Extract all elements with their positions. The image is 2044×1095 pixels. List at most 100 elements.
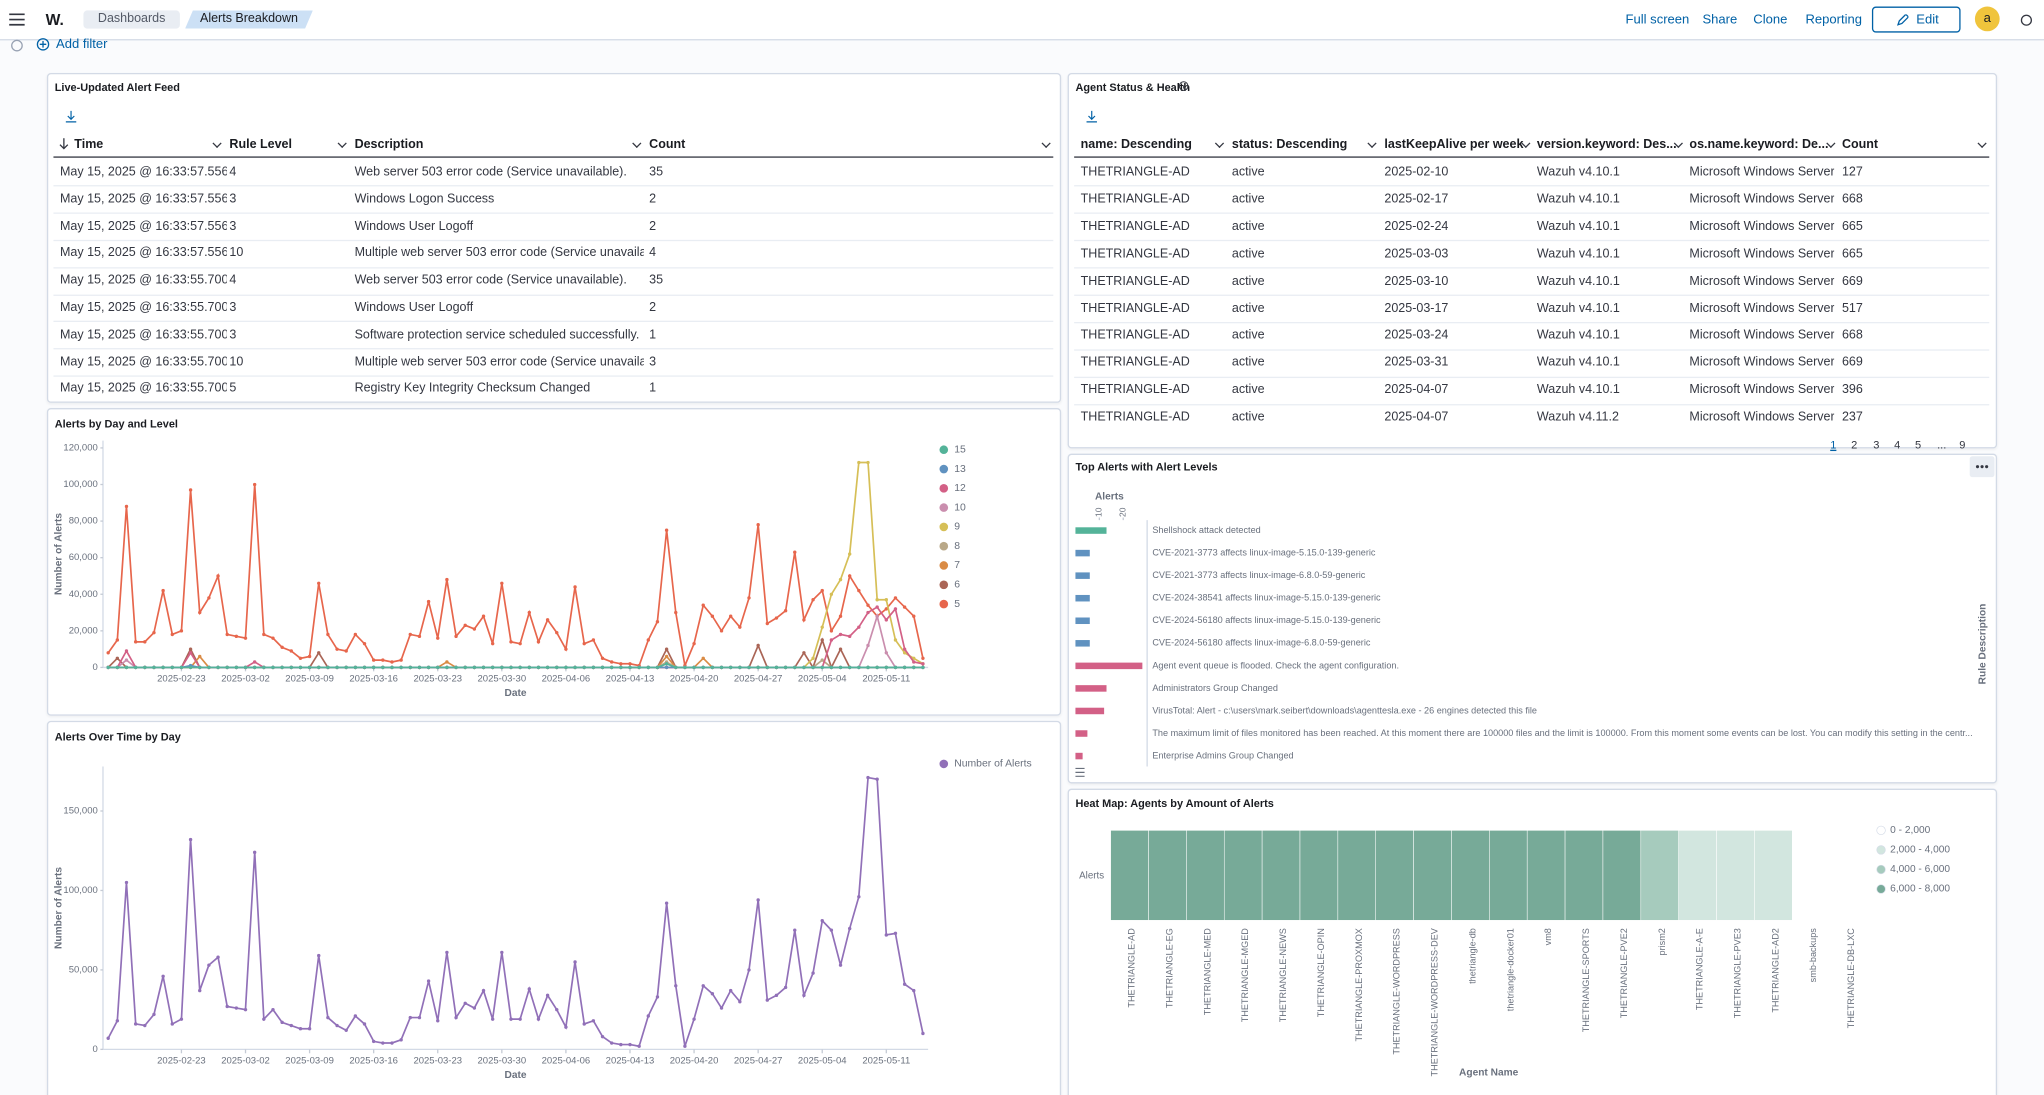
x-tick-label: 2025-04-13 xyxy=(606,1056,655,1067)
reporting-link[interactable]: Reporting xyxy=(1805,13,1862,28)
data-point xyxy=(829,592,834,596)
page-link[interactable]: 1 xyxy=(1830,437,1837,452)
logo[interactable]: W. xyxy=(45,10,64,29)
data-point xyxy=(234,1006,239,1010)
data-point xyxy=(921,662,925,666)
page-link[interactable]: 4 xyxy=(1894,437,1901,452)
table-cell: THETRIANGLE-AD xyxy=(1080,246,1190,261)
download-icon[interactable] xyxy=(65,110,77,123)
column-header[interactable]: version.keyword: Des... xyxy=(1536,137,1677,152)
row-rule xyxy=(53,239,1054,242)
data-point xyxy=(628,662,632,666)
download-icon[interactable] xyxy=(1086,110,1098,123)
panel-options-button[interactable] xyxy=(1969,456,1995,478)
info-icon[interactable] xyxy=(1178,81,1189,91)
data-point xyxy=(317,953,321,958)
panel-title: Alerts by Day and Level xyxy=(54,417,178,431)
plus-icon[interactable] xyxy=(36,38,50,51)
legend-toggle-icon[interactable] xyxy=(1074,766,1086,778)
data-point xyxy=(490,665,495,670)
data-point xyxy=(756,523,760,527)
breadcrumb[interactable]: Dashboards xyxy=(83,10,180,29)
table-cell: May 15, 2025 @ 16:33:57.556 xyxy=(59,219,227,234)
data-point xyxy=(106,1036,110,1040)
data-point xyxy=(252,660,257,664)
data-point xyxy=(838,647,843,651)
breadcrumb-current[interactable]: Alerts Breakdown xyxy=(185,10,313,28)
data-point xyxy=(280,665,284,670)
data-point xyxy=(902,665,907,670)
panel-title: Live-Updated Alert Feed xyxy=(54,80,180,94)
x-category-label: vm8 xyxy=(1543,928,1553,945)
data-point xyxy=(902,647,907,651)
column-header[interactable]: Count xyxy=(649,137,686,152)
column-header[interactable]: os.name.keyword: De... xyxy=(1689,137,1829,152)
data-point xyxy=(280,645,284,650)
column-header[interactable]: Description xyxy=(354,137,424,152)
column-header[interactable]: name: Descending xyxy=(1080,137,1192,152)
category-label: CVE-2024-56180 affects linux-image-6.8.0… xyxy=(1152,638,1371,648)
data-point xyxy=(728,988,733,993)
category-label: Shellshock attack detected xyxy=(1152,525,1260,535)
data-point xyxy=(436,1019,440,1023)
add-filter[interactable]: Add filter xyxy=(56,37,108,53)
table-cell: Software protection service scheduled su… xyxy=(354,327,640,342)
data-point xyxy=(664,665,669,670)
data-point xyxy=(243,636,248,640)
filter-icon[interactable] xyxy=(10,39,23,52)
category-label: CVE-2021-3773 affects linux-image-5.15.0… xyxy=(1152,548,1376,558)
sort-arrow[interactable] xyxy=(59,138,69,150)
data-point xyxy=(143,1023,147,1028)
legend-marker xyxy=(1876,884,1886,894)
table-cell: 4 xyxy=(649,246,657,261)
clone-link[interactable]: Clone xyxy=(1753,13,1788,28)
table-cell: 668 xyxy=(1841,328,1863,343)
column-header[interactable]: lastKeepAlive per week xyxy=(1384,137,1524,152)
table-cell: 3 xyxy=(229,192,237,207)
full-screen-link[interactable]: Full screen xyxy=(1625,13,1690,28)
category-label: Enterprise Admins Group Changed xyxy=(1152,750,1293,760)
data-point xyxy=(518,1017,522,1021)
data-point xyxy=(600,665,605,670)
x-tick-label: 2025-03-02 xyxy=(221,674,270,685)
help-icon[interactable] xyxy=(2020,14,2033,26)
data-point xyxy=(783,609,788,613)
column-header[interactable]: Rule Level xyxy=(229,137,292,152)
x-tick-label: 2025-03-23 xyxy=(413,674,462,685)
share-link[interactable]: Share xyxy=(1702,13,1738,28)
data-point xyxy=(893,638,898,642)
page-link[interactable]: 3 xyxy=(1873,437,1880,452)
data-point xyxy=(884,933,889,937)
data-point xyxy=(198,654,202,659)
column-header[interactable]: status: Descending xyxy=(1231,137,1348,152)
data-point xyxy=(829,928,834,932)
table-cell: Microsoft Windows Server xyxy=(1689,382,1835,398)
column-header[interactable]: Count xyxy=(1841,137,1879,152)
legend-marker xyxy=(1876,845,1886,855)
data-point xyxy=(738,665,742,670)
page-link[interactable]: 9 xyxy=(1959,437,1966,452)
data-point xyxy=(124,649,129,653)
data-point xyxy=(609,1041,614,1045)
data-point xyxy=(445,950,449,955)
menu-icon[interactable] xyxy=(9,12,25,28)
data-point xyxy=(371,665,376,670)
data-point xyxy=(811,665,815,670)
data-point xyxy=(692,641,696,646)
header-rule xyxy=(1074,156,1990,158)
table-cell: May 15, 2025 @ 16:33:55.700 xyxy=(59,327,227,342)
table-cell: 665 xyxy=(1841,246,1863,261)
data-point xyxy=(188,665,193,670)
edit-button[interactable]: Edit xyxy=(1871,6,1961,33)
edit-label[interactable]: Edit xyxy=(1916,13,1939,28)
page-link[interactable]: ... xyxy=(1937,437,1947,452)
data-point xyxy=(545,618,550,622)
avatar[interactable]: a xyxy=(1974,6,2000,32)
column-header[interactable]: Time xyxy=(74,137,104,152)
data-point xyxy=(426,665,431,670)
page-link[interactable]: 5 xyxy=(1914,437,1922,452)
data-point xyxy=(646,665,650,670)
data-point xyxy=(298,656,303,660)
page-link[interactable]: 2 xyxy=(1851,437,1858,452)
heat-cell xyxy=(1678,830,1717,921)
